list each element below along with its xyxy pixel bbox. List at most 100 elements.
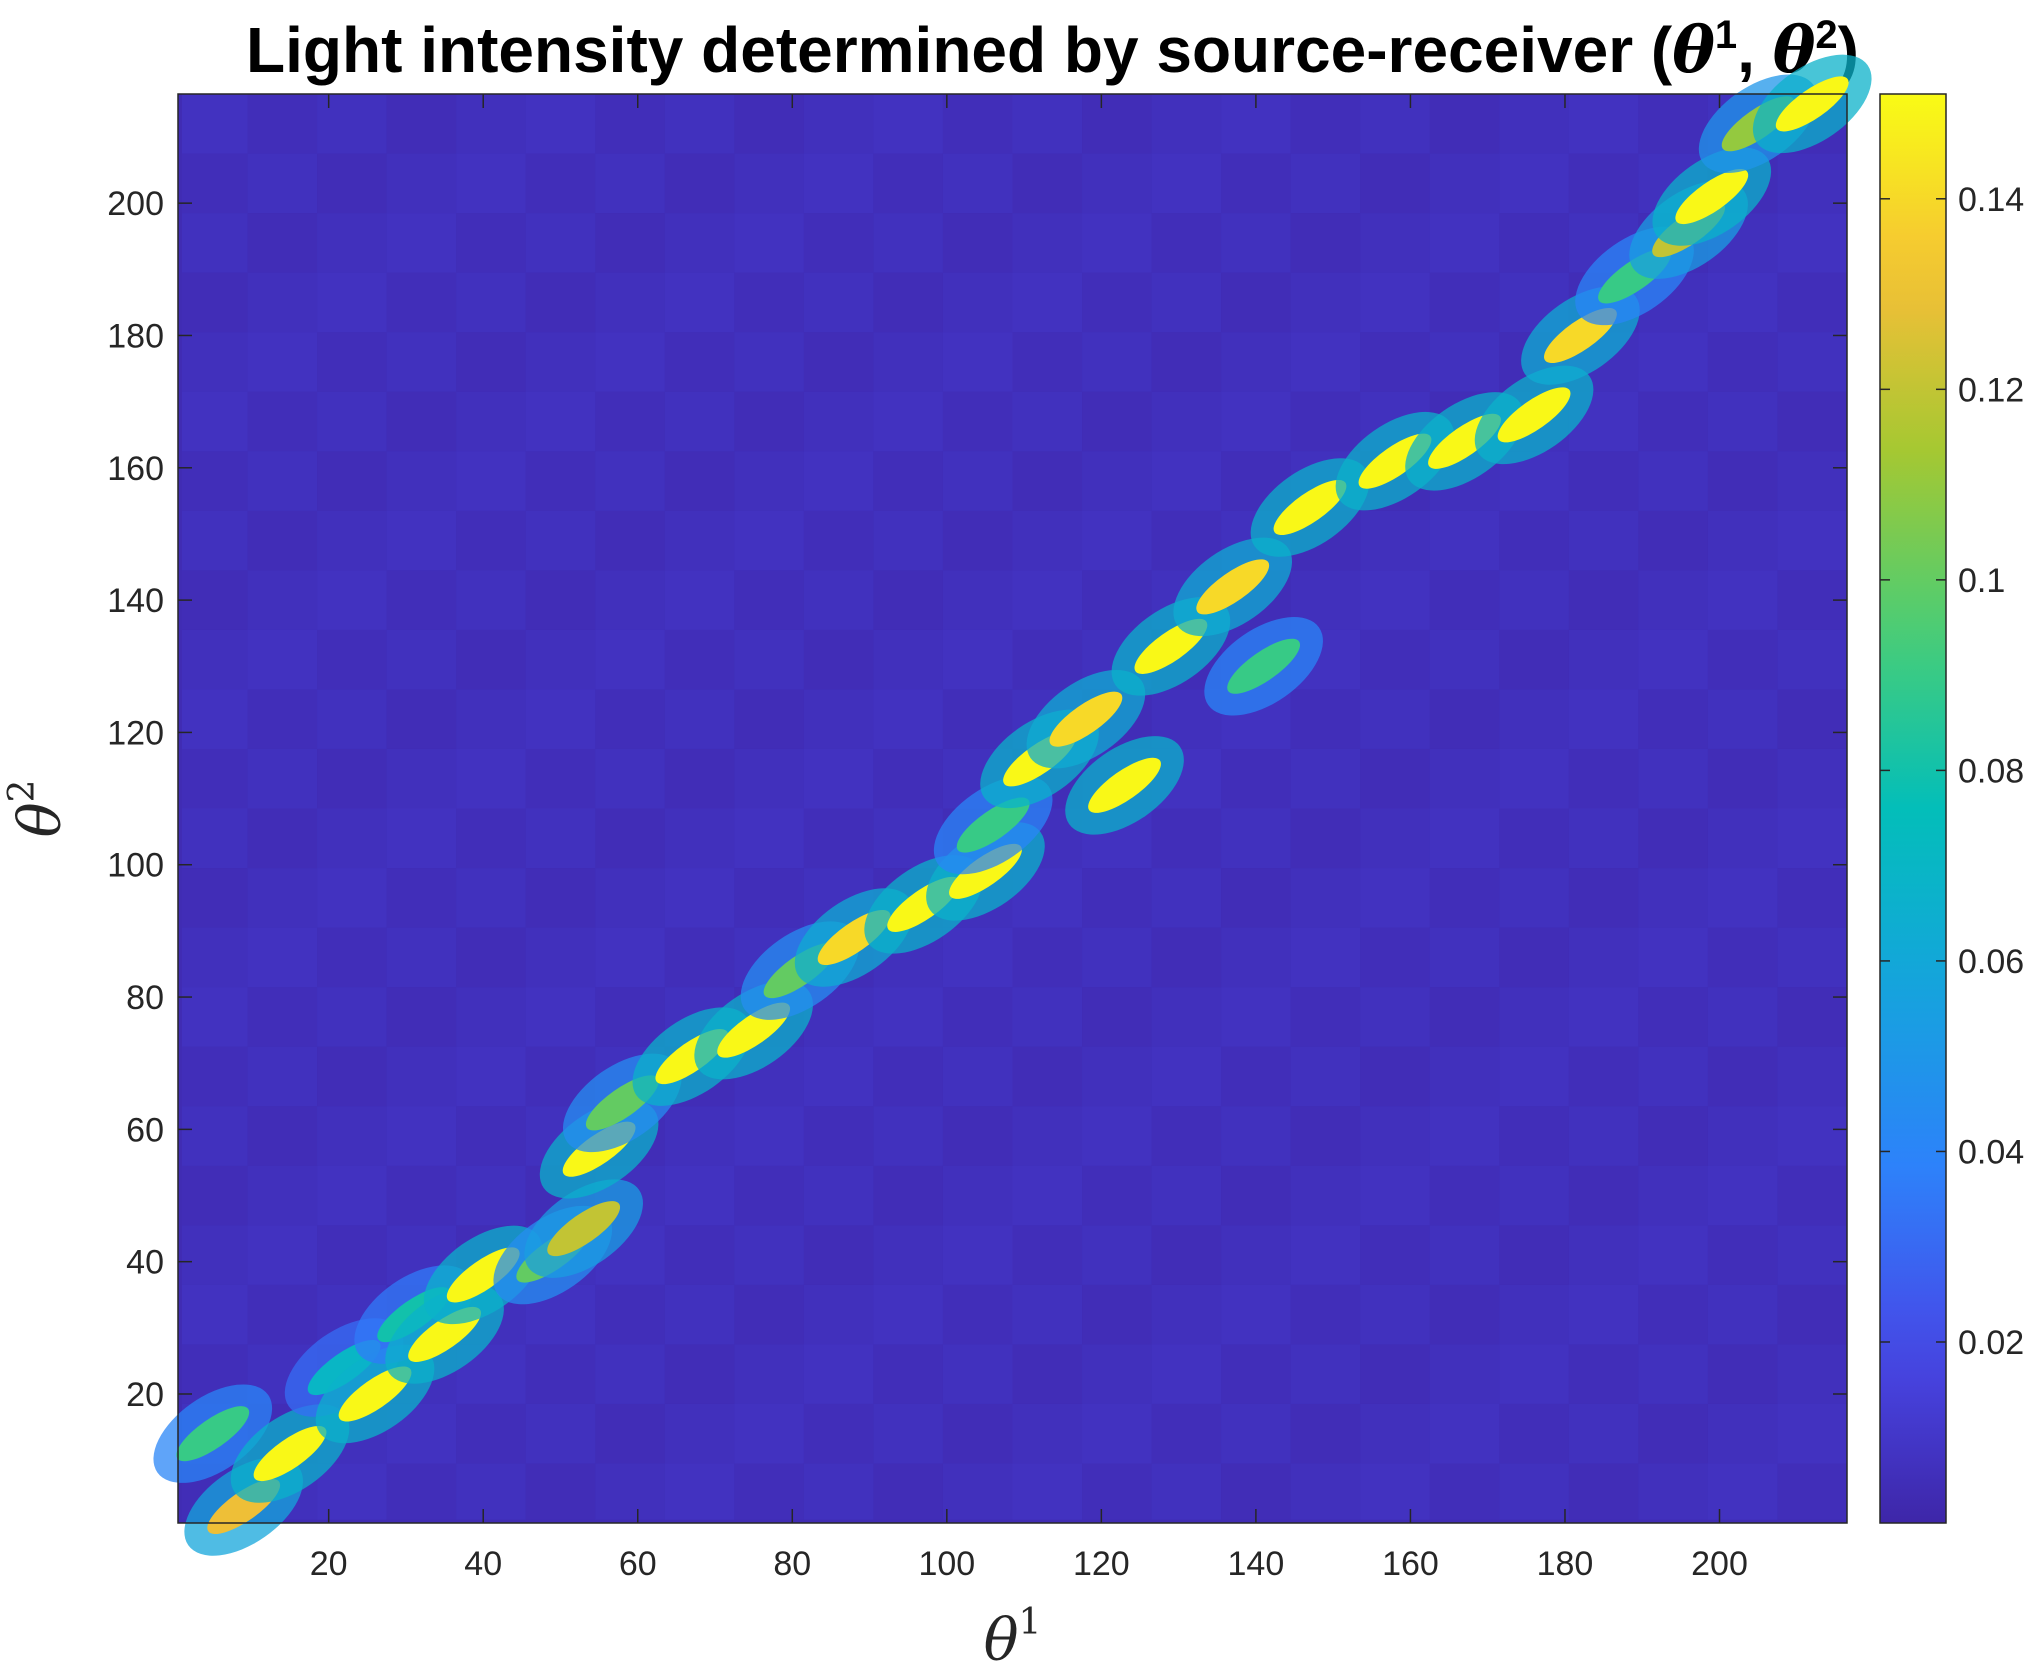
heatmap-block <box>1082 987 1152 1047</box>
heatmap-block <box>386 451 457 511</box>
heatmap-block <box>1360 213 1430 273</box>
heatmap-block <box>1568 1284 1639 1345</box>
heatmap-block <box>247 510 318 571</box>
heatmap-block <box>456 808 526 869</box>
hotspot-core <box>547 1201 621 1257</box>
heatmap-block <box>803 332 874 392</box>
heatmap-hotspot <box>153 1384 273 1483</box>
heatmap-block <box>1777 272 1847 333</box>
heatmap-block <box>1568 987 1639 1047</box>
hotspot-core <box>1675 169 1749 225</box>
heatmap-block <box>1012 1225 1083 1285</box>
heatmap-block <box>181 868 248 928</box>
heatmap-block <box>1151 1284 1222 1345</box>
heatmap-block <box>1777 987 1847 1047</box>
heatmap-block <box>1499 1284 1569 1345</box>
heatmap-block <box>525 689 596 749</box>
heatmap-block <box>456 272 526 333</box>
heatmap-block <box>803 1284 874 1345</box>
heatmap-block <box>1707 570 1778 630</box>
heatmap-block <box>525 1463 596 1520</box>
heatmap-block <box>873 570 943 630</box>
heatmap-block <box>247 748 318 809</box>
heatmap-block <box>1012 510 1083 571</box>
heatmap-block <box>1082 1344 1152 1404</box>
heatmap-block <box>1707 1344 1778 1404</box>
heatmap-block <box>803 570 874 630</box>
heatmap-block <box>317 868 387 928</box>
heatmap-block <box>1012 153 1083 214</box>
heatmap-block <box>525 510 596 571</box>
heatmap-block <box>664 1344 735 1404</box>
heatmap-block <box>942 1225 1013 1285</box>
heatmap-block <box>1638 808 1708 869</box>
heatmap-block <box>873 689 943 749</box>
heatmap-block <box>386 94 457 154</box>
heatmap-block <box>664 510 735 571</box>
colorbar-tick-label: 0.08 <box>1958 752 2024 790</box>
heatmap-block <box>873 1403 943 1464</box>
heatmap-block <box>1082 153 1152 214</box>
heatmap-block <box>1429 748 1500 809</box>
heatmap-block <box>734 391 804 452</box>
heatmap-block <box>803 1046 874 1107</box>
heatmap-block <box>1638 391 1708 452</box>
heatmap-block <box>803 689 874 749</box>
heatmap-block <box>1638 927 1708 988</box>
heatmap-block <box>803 510 874 571</box>
heatmap-block <box>317 748 387 809</box>
heatmap-block <box>595 1344 665 1404</box>
x-axis-label: θ1 <box>984 1602 1042 1673</box>
heatmap-block <box>942 1046 1013 1107</box>
plot-axes: 20 40 60 80 100 120 140 160 180 200 20 40 60 80 100 120… <box>107 93 1848 1583</box>
heatmap-block <box>942 1106 1013 1166</box>
heatmap-block <box>1638 570 1708 630</box>
heatmap-block <box>1499 868 1569 928</box>
heatmap-block <box>1151 391 1222 452</box>
heatmap-block <box>1777 1344 1847 1404</box>
heatmap-block <box>1429 510 1500 571</box>
heatmap-block <box>1360 1284 1430 1345</box>
heatmap-block <box>181 748 248 809</box>
colorbar-tick-label: 0.06 <box>1958 943 2024 981</box>
heatmap-block <box>1151 272 1222 333</box>
heatmap-block <box>386 332 457 392</box>
heatmap-block <box>803 1165 874 1226</box>
heatmap-block <box>456 748 526 809</box>
heatmap-block <box>181 1284 248 1345</box>
heatmap-block <box>1707 1284 1778 1345</box>
heatmap-block <box>664 213 735 273</box>
heatmap-block <box>942 1463 1013 1520</box>
heatmap-block <box>873 510 943 571</box>
heatmap-block <box>525 153 596 214</box>
heatmap-block <box>1429 1463 1500 1520</box>
colorbar: 0.02 0.04 0.06 0.08 0.1 0.12 0.14 <box>1879 93 2024 1524</box>
heatmap-block <box>525 927 596 988</box>
heatmap-block <box>181 1106 248 1166</box>
heatmap-block <box>1360 689 1430 749</box>
heatmap-block <box>734 570 804 630</box>
heatmap-block <box>595 987 665 1047</box>
heatmap-block <box>1151 1403 1222 1464</box>
heatmap-block <box>1638 1106 1708 1166</box>
heatmap-block <box>1707 510 1778 571</box>
heatmap-block <box>1707 868 1778 928</box>
heatmap-block <box>1012 391 1083 452</box>
heatmap-block <box>1638 748 1708 809</box>
heatmap-block <box>664 153 735 214</box>
heatmap-block <box>734 1403 804 1464</box>
heatmap-block <box>1429 1165 1500 1226</box>
heatmap-block <box>1290 1403 1361 1464</box>
heatmap-block <box>1290 689 1361 749</box>
heatmap-block <box>1777 1046 1847 1107</box>
heatmap-block <box>1777 1403 1847 1464</box>
heatmap-block <box>525 272 596 333</box>
heatmap-block <box>1707 451 1778 511</box>
heatmap-block <box>1151 1463 1222 1520</box>
heatmap-block <box>1499 748 1569 809</box>
heatmap-block <box>1429 213 1500 273</box>
y-tick-label: 200 <box>107 185 164 223</box>
heatmap-block <box>803 1106 874 1166</box>
heatmap-block <box>1568 570 1639 630</box>
